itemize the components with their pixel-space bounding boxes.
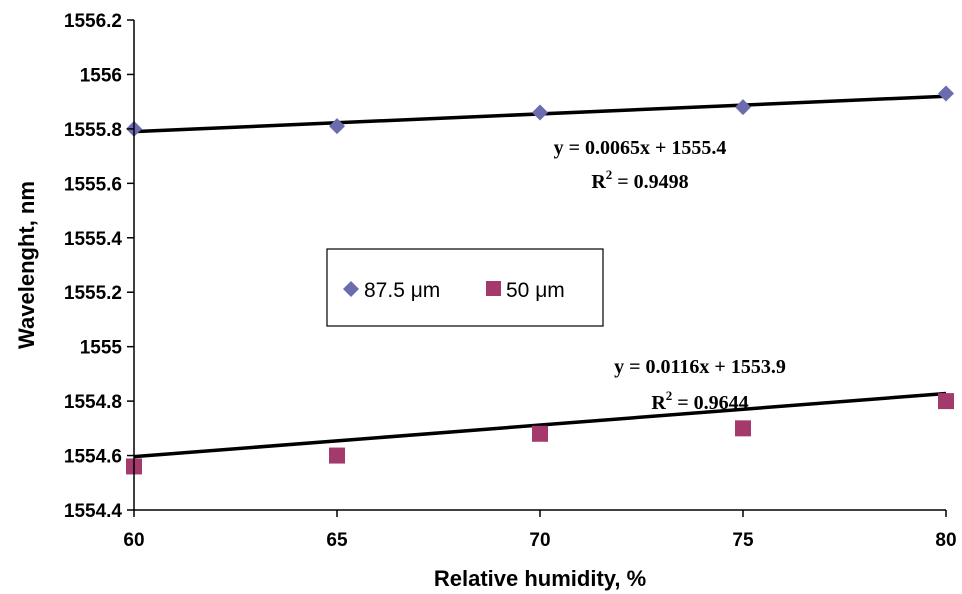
legend-box (326, 248, 604, 327)
point-series-2 (938, 393, 954, 410)
y-tick-label: 1555 (80, 338, 123, 359)
equations: y = 0.0065x + 1555.4 R2 = 0.9498 y = 0.0… (554, 137, 786, 414)
legend-marker-diamond (343, 281, 359, 297)
y-tick-label: 1555.2 (64, 283, 122, 304)
y-tick-label: 1554.8 (64, 392, 122, 413)
legend-label-series-1: 87.5 μm (364, 279, 440, 302)
legend-label-series-2: 50 μm (506, 279, 565, 302)
point-series-2 (329, 447, 345, 464)
x-tick-label: 75 (732, 530, 754, 551)
x-ticks: 60 65 70 75 80 (123, 510, 957, 551)
trendline-series-2 (133, 391, 947, 459)
point-series-1 (938, 85, 954, 102)
x-tick-label: 70 (529, 530, 550, 551)
y-tick-label: 1555.6 (64, 174, 122, 195)
y-tick-label: 1555.8 (64, 120, 122, 141)
legend: 87.5 μm 50 μm (326, 248, 604, 327)
x-tick-label: 80 (935, 530, 956, 551)
markers (126, 85, 954, 475)
y-tick-label: 1554.6 (64, 447, 122, 468)
legend-marker-square (486, 281, 501, 296)
y-tick-label: 1556.2 (64, 11, 122, 32)
y-axis-title: Wavelenght, nm (14, 181, 39, 349)
r2-series-2: R2 = 0.9644 (651, 388, 748, 414)
equation-series-2: y = 0.0116x + 1553.9 (614, 356, 786, 378)
y-tick-label: 1556 (80, 65, 122, 86)
point-series-1 (532, 104, 548, 121)
x-axis-title: Relative humidity, % (434, 566, 646, 591)
equation-series-1: y = 0.0065x + 1555.4 (554, 137, 727, 159)
y-tick-label: 1555.4 (64, 229, 123, 250)
point-series-2 (735, 420, 751, 437)
x-tick-label: 65 (326, 530, 348, 551)
point-series-2 (532, 425, 548, 442)
point-series-1 (735, 99, 751, 116)
r2-series-1: R2 = 0.9498 (591, 167, 688, 193)
y-tick-label: 1554.4 (64, 501, 123, 522)
point-series-1 (329, 118, 345, 135)
y-ticks: 1554.4 1554.6 1554.8 1555 1555.2 1555.4 1555.6… (64, 11, 134, 522)
x-tick-label: 60 (123, 530, 144, 551)
